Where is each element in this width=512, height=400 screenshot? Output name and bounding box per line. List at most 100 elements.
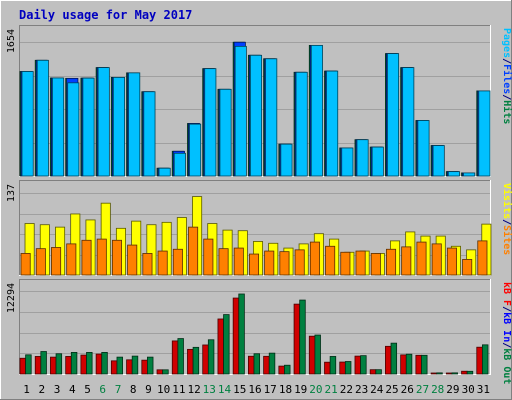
kbytes-bar-kb-f [354,355,361,375]
pages-files-hits-bar-pages [402,67,415,177]
kbytes-bar-kb-f [247,355,255,375]
x-tick-label: 14 [218,383,232,396]
visits-sites-bar-sites [309,241,320,276]
visits-sites-bar-sites [340,251,351,276]
legend-entry: Sites [501,225,512,255]
x-tick-label: 15 [233,383,246,396]
visits-sites-bar-sites [142,253,153,276]
legend-entry: / [501,342,512,348]
legend-entry: Hits [501,100,512,124]
kbytes-bar-kb-f [324,361,331,375]
kbytes-bar-kb-out [223,314,230,375]
x-tick-label: 12 [187,383,200,396]
x-tick-label: 13 [203,383,216,396]
pages-files-hits-bar-pages [326,70,339,177]
pages-files-hits-bar-pages [280,143,293,177]
visits-sites-bar-sites [51,247,62,276]
legend-entry: / [501,94,512,100]
visits-sites-bar-sites [248,253,260,276]
visits-sites-bar-sites [370,253,381,276]
pages-files-hits-bar-pages [97,67,110,177]
visits-sites-bar-sites [477,240,488,276]
kbytes-bar-kb-f [65,356,72,375]
x-tick-label: 9 [145,383,152,396]
kbytes-bar-kb-f [110,360,118,375]
kbytes-bar-kb-f [385,345,392,375]
kbytes-bar-kb-f [339,361,346,375]
legend-entry: / [501,306,512,312]
kbytes-bar-kb-out [360,355,367,375]
kbytes-bar-kb-out [421,354,428,375]
x-tick-label: 3 [54,383,61,396]
x-tick-label: 24 [370,383,384,396]
kbytes-bar-kb-f [19,357,27,375]
pages-files-hits-max-label: 1654 [6,29,17,53]
kbytes-bar-kb-out [131,355,139,375]
pages-files-hits-bar-pages [478,90,491,177]
kbytes-bar-kb-out [253,353,261,375]
x-tick-label: 2 [38,383,45,396]
kbytes-bar-kb-f [293,303,301,375]
pages-files-hits-bar-pages [189,123,202,177]
x-tick-label: 4 [69,383,76,396]
pages-files-hits-bar-pages [204,68,217,177]
pages-files-hits-bar-pages [249,54,263,177]
visits-sites-bar-sites [127,244,138,276]
pages-files-hits-bar-pages [341,147,354,177]
legend-entry: Visits [501,183,512,219]
pages-files-hits-bar-pages [158,167,171,177]
kbytes-legend: kB F/kB In/kB Out [501,282,512,384]
kbytes-bar-kb-f [171,340,179,375]
kbytes-bar-kb-f [415,354,422,375]
visits-sites-bar-sites [386,248,397,276]
kbytes-bar-kb-out [55,353,63,375]
kbytes-bar-kb-f [80,354,87,375]
x-tick-label: 27 [416,383,429,396]
pages-files-hits-bar-pages [234,45,247,177]
pages-files-hits-bar-pages [356,139,369,177]
x-tick-label: 7 [115,383,122,396]
pages-files-hits-bar-pages [112,77,125,177]
kbytes-bar-kb-out [25,354,32,375]
kbytes-bar-kb-f [217,318,224,375]
legend-entry: kB F [501,282,512,306]
visits-sites-bar-sites [66,243,77,276]
kbytes-bar-kb-f [445,372,453,375]
pages-files-hits-bar-pages [310,45,323,177]
x-tick-label: 11 [172,383,185,396]
x-tick-label: 31 [477,383,490,396]
kbytes-bar-kb-f [232,297,240,375]
visits-sites-bar-sites [218,248,229,276]
x-tick-label: 22 [340,383,353,396]
visits-sites-bar-sites [264,250,275,276]
kbytes-bar-kb-f [461,370,468,375]
kbytes-bar-kb-out [101,351,108,375]
kbytes-bar-kb-f [126,359,133,375]
kbytes-bar-kb-out [344,361,352,375]
kbytes-bar-kb-out [86,351,93,375]
x-tick-label: 19 [294,383,307,396]
pages-files-hits-bar-pages [173,152,186,177]
visits-sites-bar-sites [203,238,214,276]
kbytes-bar-kb-out [405,353,413,375]
x-tick-label: 6 [99,383,106,396]
visits-sites-bar-sites [294,249,305,276]
visits-sites-bar-sites [111,239,122,276]
visits-sites-legend: Visits/Sites [501,183,512,255]
kbytes-bar-kb-f [187,348,194,375]
pages-files-hits-bar-pages [21,71,34,177]
visits-sites-bar-sites [188,226,199,276]
visits-sites-bar-sites [446,247,457,276]
pages-files-hits-bar-pages [387,53,400,177]
kbytes-bar-kb-f [263,355,270,375]
kbytes-bar-kb-out [116,356,123,375]
x-tick-label: 30 [462,383,475,396]
pages-files-hits-bar-pages [52,77,65,177]
x-tick-label: 16 [248,383,261,396]
kbytes-bar-kb-out [299,299,306,375]
pages-files-hits-legend: Pages/Files/Hits [501,28,512,124]
visits-sites-bar-sites [81,239,92,276]
kbytes-bar-kb-out [192,346,200,375]
pages-files-hits-bar-pages [219,88,232,177]
